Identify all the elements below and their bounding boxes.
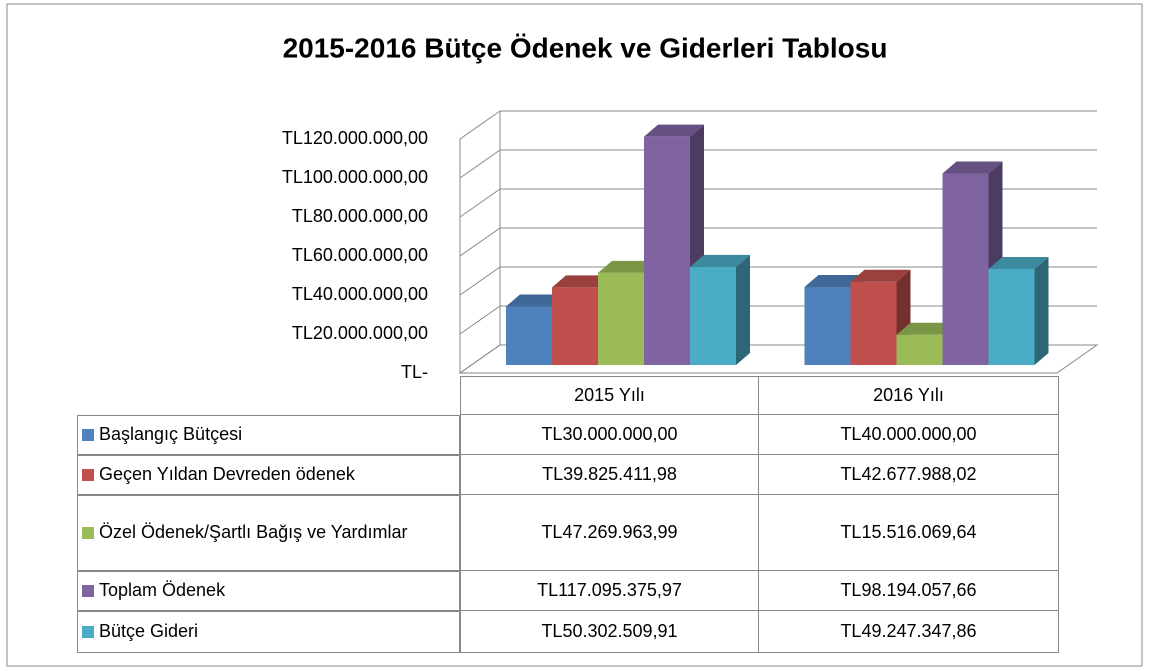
legend-key	[82, 526, 94, 539]
grid-line	[459, 110, 501, 140]
bar	[506, 306, 552, 365]
bar	[850, 281, 897, 365]
value-label: TL40.000.000,00	[758, 414, 1059, 455]
value-label: TL117.095.375,97	[460, 570, 759, 611]
bar-top	[644, 124, 704, 137]
table-row: Özel Ödenek/Şartlı Bağış ve Yardımlar TL4…	[77, 494, 1059, 571]
table-row: Toplam Ödenek TL117.095.375,97 TL98.194.05…	[77, 570, 1059, 611]
value-label: TL15.516.069,64	[758, 494, 1059, 571]
legend-label: Toplam Ödenek	[99, 580, 226, 600]
bar-top	[552, 275, 612, 288]
bar-top	[598, 260, 658, 273]
legend-key	[82, 468, 94, 481]
y-tick-label: TL80.000.000,00	[292, 206, 428, 226]
legend-cell: Başlangıç Bütçesi	[77, 414, 460, 455]
bar	[896, 334, 943, 365]
bar	[942, 173, 989, 365]
value-label: TL50.302.509,91	[460, 610, 759, 653]
bar-side	[736, 254, 750, 365]
y-tick-label: TL60.000.000,00	[292, 245, 428, 265]
legend-cell: Geçen Yıldan Devreden ödenek	[77, 454, 460, 495]
legend-label: Özel Ödenek/Şartlı Bağış ve Yardımlar	[99, 522, 408, 542]
legend-cell: Özel Ödenek/Şartlı Bağış ve Yardımlar	[77, 494, 460, 571]
data-table: 2015 Yılı 2016 Yılı Başlangıç Bütçesi TL30.…	[77, 376, 1059, 653]
grid-line	[459, 305, 501, 335]
legend-cell: Bütçe Gideri	[77, 610, 460, 653]
grid-line	[459, 266, 501, 296]
legend-key	[82, 428, 94, 441]
bar-top	[690, 254, 750, 267]
bar-top	[896, 322, 957, 335]
bar	[988, 268, 1035, 365]
table-corner	[77, 377, 461, 415]
y-tick-label: TL20.000.000,00	[292, 323, 428, 343]
value-label: TL30.000.000,00	[460, 414, 759, 455]
grid-line	[459, 344, 501, 374]
value-label: TL49.247.347,86	[758, 610, 1059, 653]
legend-label: Bütçe Gideri	[99, 621, 199, 641]
bar-top	[506, 294, 566, 307]
category-label: 2015 Yılı	[460, 376, 759, 415]
bar	[690, 266, 736, 365]
bar	[804, 287, 851, 365]
table-row: Geçen Yıldan Devreden ödenek TL39.825.411…	[77, 454, 1059, 495]
legend-label: Geçen Yıldan Devreden ödenek	[99, 464, 355, 484]
bar-top	[942, 161, 1003, 174]
grid-line	[459, 149, 501, 179]
legend-label: Başlangıç Bütçesi	[99, 424, 243, 444]
chart-title: 2015-2016 Bütçe Ödenek ve Giderleri Tabl…	[283, 32, 888, 63]
bar-top	[850, 269, 911, 282]
bar	[644, 136, 690, 365]
value-label: TL98.194.057,66	[758, 570, 1059, 611]
bar-top	[988, 256, 1049, 269]
table-header-row: 2015 Yılı 2016 Yılı	[77, 376, 1059, 415]
grid-line	[459, 188, 501, 218]
legend-key	[82, 584, 94, 597]
category-label: 2016 Yılı	[758, 376, 1059, 415]
bar-top	[804, 275, 865, 287]
y-tick-label: TL40.000.000,00	[292, 284, 428, 304]
value-label: TL47.269.963,99	[460, 494, 759, 571]
bar	[552, 287, 598, 365]
table-row: Bütçe Gideri TL50.302.509,91 TL49.247.347,…	[77, 610, 1059, 653]
y-tick-label: TL100.000.000,00	[282, 167, 428, 187]
table-row: Başlangıç Bütçesi TL30.000.000,00 TL40.000…	[77, 414, 1059, 455]
bar-side	[1034, 256, 1049, 365]
grid-line	[459, 227, 501, 257]
value-label: TL42.677.988,02	[758, 454, 1059, 495]
y-tick-label: TL120.000.000,00	[282, 128, 428, 148]
legend-cell: Toplam Ödenek	[77, 570, 460, 611]
legend-key	[82, 625, 94, 638]
y-tick-label: TL-	[401, 362, 428, 382]
value-label: TL39.825.411,98	[460, 454, 759, 495]
bar	[598, 272, 644, 365]
